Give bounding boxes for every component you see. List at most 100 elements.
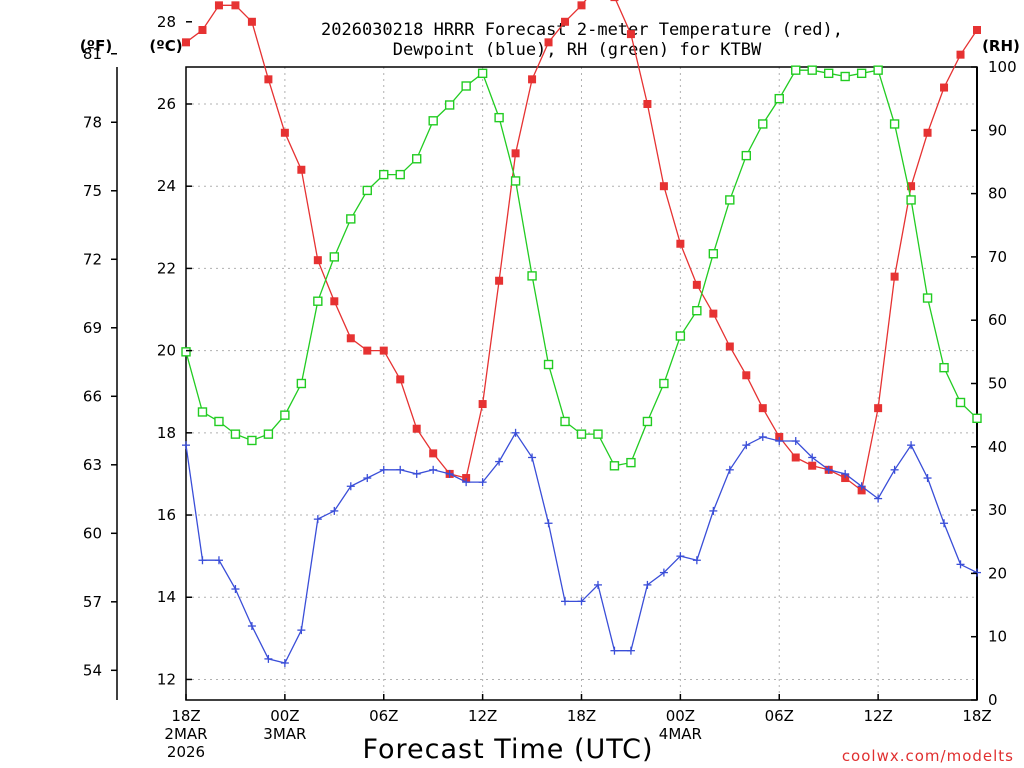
x-tick-label: 2026 [167,743,205,761]
x-tick-label: 18Z [171,707,200,725]
temperature-point [907,182,916,191]
rh-point [922,293,933,303]
temperature-point [412,424,421,433]
rh-point [955,397,966,408]
dewpoint-point [791,437,800,446]
rh-point [823,68,834,79]
temperature-point [379,346,388,355]
celsius-tick-label: 24 [157,177,176,195]
rh-point [379,169,389,180]
rh-point [444,100,455,110]
dewpoint-point [528,453,537,462]
temperature-point [791,453,800,462]
rh-point [181,347,191,357]
temperature-series [182,0,981,495]
x-tick-label: 18Z [962,707,991,725]
rh-point [675,331,686,341]
rh-point [576,429,587,439]
rh-tick-label: 0 [988,691,998,709]
rh-point [725,195,735,205]
dewpoint-point [841,469,850,478]
rh-point [873,65,883,75]
temperature-point [874,404,883,413]
celsius-tick-label: 22 [157,259,176,277]
fahrenheit-tick-label: 66 [83,387,102,405]
rh-point [609,461,620,471]
rh-point [692,306,702,316]
dewpoint-point [742,441,751,450]
temperature-point [182,38,190,47]
temperature-point [346,334,355,343]
celsius-unit-label: (ºC) [149,37,182,55]
rh-point [280,410,290,420]
temperature-point [725,342,734,351]
x-tick-label: 3MAR [263,725,306,743]
temperature-point [198,26,207,35]
dewpoint-point [824,465,833,474]
rh-point [659,378,669,389]
rh-point [708,249,719,259]
rh-point [197,407,208,417]
rh-point [791,65,801,75]
dewpoint-point [692,556,701,565]
dewpoint-point [626,646,635,655]
temperature-point [561,17,570,26]
x-tick-label: 2MAR [164,725,207,743]
temperature-point [247,17,256,26]
temperature-point [231,1,240,10]
fahrenheit-tick-label: 54 [83,661,102,679]
fahrenheit-tick-label: 75 [83,182,102,200]
fahrenheit-tick-label: 78 [83,113,102,131]
rh-point [856,68,867,79]
chart-title-line-1: 2026030218 HRRR Forecast 2-meter Tempera… [321,20,843,40]
rh-point [840,71,850,82]
temperature-point [659,182,668,191]
celsius-tick-label: 16 [157,506,176,524]
fahrenheit-unit-label: (ºF) [80,37,112,55]
rh-point [939,362,949,373]
rh-point [593,429,603,439]
rh-point [214,416,224,427]
dewpoint-point [874,494,883,503]
temperature-point [330,297,339,306]
temperature-point [626,30,635,39]
tick-labels: 5457606366697275788184121416182022242628… [83,13,1017,761]
rh-point [461,81,471,91]
rh-tick-label: 10 [988,628,1007,646]
rh-point [313,296,323,306]
dewpoint-point [462,478,471,487]
temperature-point [495,276,504,285]
rh-tick-label: 90 [988,121,1007,139]
dewpoint-point [495,457,504,466]
chart-title-line-2: Dewpoint (blue), RH (green) for KTBW [393,40,762,60]
dewpoint-point [956,560,965,569]
rh-tick-label: 80 [988,185,1007,203]
temperature-point [643,99,652,108]
rh-tick-label: 50 [988,375,1007,393]
dewpoint-point [379,465,388,474]
dewpoint-point [577,597,586,606]
rh-point [428,116,438,126]
temperature-point [973,26,981,35]
temperature-point [297,165,306,174]
rh-point [395,169,405,180]
rh-point [230,429,241,439]
rh-point [527,271,537,281]
rh-point [296,378,307,389]
dewpoint-point [297,626,306,635]
dewpoint-point [610,646,619,655]
dewpoint-point [264,654,273,663]
temperature-point [264,75,273,84]
rh-point [758,119,768,129]
temperature-point [692,280,701,289]
temperature-point [758,404,767,413]
temperature-point [742,371,751,380]
celsius-tick-label: 18 [157,424,176,442]
temperature-point [396,375,405,384]
dewpoint-point [396,465,405,474]
dewpoint-point [725,465,734,474]
dewpoint-point [709,506,718,515]
temperature-point [313,256,322,265]
rh-point [494,112,504,123]
